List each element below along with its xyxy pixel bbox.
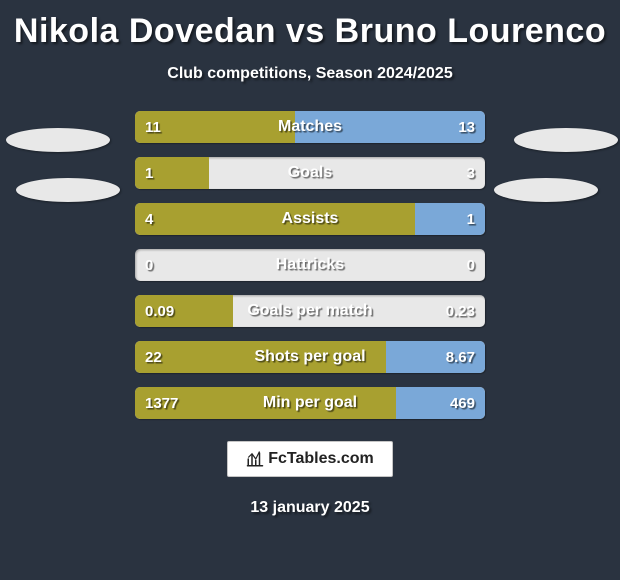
stat-value-right: 1 [457,203,485,235]
stat-value-right: 3 [457,157,485,189]
stat-row: Shots per goal22 8.67 [135,341,485,373]
stat-value-left: 0.09 [135,295,184,327]
stat-value-right: 469 [440,387,485,419]
player1-badge-bottom [16,178,120,202]
stat-label: Shots per goal [135,341,485,373]
stat-label: Goals [135,157,485,189]
stat-value-left: 1 [135,157,163,189]
brand-badge[interactable]: FcTables.com [227,441,393,477]
player2-badge-bottom [494,178,598,202]
stat-value-left: 22 [135,341,172,373]
stat-value-right: 0 [457,249,485,281]
stat-value-right: 0.23 [436,295,485,327]
stat-value-right: 13 [448,111,485,143]
player1-badge-top [6,128,110,152]
stat-label: Goals per match [135,295,485,327]
stat-value-right: 8.67 [436,341,485,373]
stat-row: Assists4 1 [135,203,485,235]
stat-row: Min per goal1377469 [135,387,485,419]
stat-label: Assists [135,203,485,235]
player2-badge-top [514,128,618,152]
stat-value-left: 4 [135,203,163,235]
stat-row: Goals1 3 [135,157,485,189]
stat-label: Matches [135,111,485,143]
stat-value-left: 0 [135,249,163,281]
stat-row: Goals per match0.09 0.23 [135,295,485,327]
season-subtitle: Club competitions, Season 2024/2025 [167,65,452,83]
stat-value-left: 11 [135,111,171,143]
chart-icon [246,450,264,468]
stat-row: Hattricks0 0 [135,249,485,281]
brand-text: FcTables.com [268,450,374,468]
stats-panel: Matches1113Goals13Assists41Hattricks00Go… [135,111,485,419]
generated-date: 13 january 2025 [250,499,369,517]
stat-value-left: 1377 [135,387,188,419]
stat-row: Matches11 13 [135,111,485,143]
page-title: Nikola Dovedan vs Bruno Lourenco [14,12,606,51]
stat-label: Hattricks [135,249,485,281]
